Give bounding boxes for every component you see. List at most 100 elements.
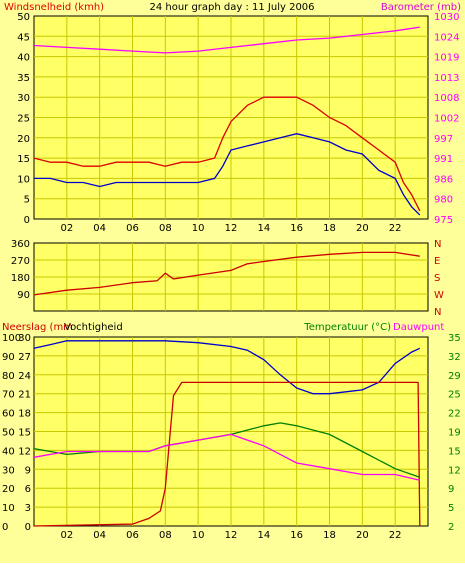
x-tick-label: 18	[323, 223, 336, 234]
y-right-tick-label: 2	[448, 522, 454, 533]
rain-tick-label: 30	[2, 465, 15, 476]
rain-x-ticks: 02 04 06 08 10 12 14 16 18 20 22	[60, 530, 401, 541]
barometer-right-ticks: 975 980 986 991 997 1002 1008 1013 1019 1024 1030	[434, 12, 459, 226]
humidity-tick-label: 15	[18, 428, 31, 439]
direction-series-layer	[33, 251, 420, 296]
rain-tick-label: 80	[2, 371, 15, 382]
x-tick-label: 04	[93, 530, 106, 541]
x-tick-label: 12	[225, 530, 238, 541]
wind-gust-line	[33, 96, 421, 212]
y-tick-label: 90	[17, 290, 30, 301]
dewpoint-axis-title: Dauwpunt	[393, 322, 444, 333]
rain-tick-label: 90	[2, 352, 15, 363]
humidity-tick-label: 0	[25, 522, 31, 533]
y-right-tick-label: 997	[434, 134, 453, 145]
y-right-tick-label: 29	[448, 371, 461, 382]
x-tick-label: 22	[389, 223, 402, 234]
x-tick-label: 16	[290, 530, 303, 541]
x-tick-label: 20	[356, 223, 369, 234]
y-tick-label: 180	[11, 273, 30, 284]
x-tick-label: 02	[60, 530, 73, 541]
humidity-tick-label: 18	[18, 409, 31, 420]
rain-tick-label: 10	[2, 503, 15, 514]
rain-tick-label: 40	[2, 446, 15, 457]
rain-tick-label: 20	[2, 484, 15, 495]
y-tick-label: 5	[24, 195, 30, 206]
wind-series-layer	[33, 26, 421, 216]
y-tick-label: 10	[17, 174, 30, 185]
y-right-tick-label: 986	[434, 174, 453, 185]
y-tick-label: 30	[17, 93, 30, 104]
rain-tick-label: 60	[2, 409, 15, 420]
y-tick-label: 360	[11, 239, 30, 250]
rain-tick-label: 100	[2, 333, 21, 344]
humidity-axis-title: Vochtigheid	[64, 322, 123, 333]
humidity-tick-label: 3	[25, 503, 31, 514]
x-tick-label: 14	[257, 223, 270, 234]
dewpoint-line	[33, 433, 420, 481]
y-right-tick-label: 35	[448, 333, 461, 344]
y-right-tick-label: 1019	[434, 53, 459, 64]
temperature-axis-title: Temperatuur (°C)	[303, 322, 391, 333]
y-right-tick-label: 991	[434, 154, 453, 165]
humidity-tick-label: 21	[18, 390, 31, 401]
y-tick-label: 35	[17, 73, 30, 84]
y-right-tick-label: 1024	[434, 32, 459, 43]
x-tick-label: 20	[356, 530, 369, 541]
y-right-tick-label: S	[434, 273, 440, 284]
y-right-tick-label: E	[434, 256, 440, 267]
rain-series-layer	[33, 340, 421, 527]
x-tick-label: 02	[60, 223, 73, 234]
y-right-tick-label: 9	[448, 484, 454, 495]
x-tick-label: 22	[389, 530, 402, 541]
x-tick-label: 08	[159, 530, 172, 541]
y-right-tick-label: 975	[434, 215, 453, 226]
wind-grid	[34, 16, 428, 219]
y-tick-label: 50	[17, 12, 30, 23]
y-right-tick-label: 1002	[434, 114, 459, 125]
y-right-tick-label: 15	[448, 446, 461, 457]
y-tick-label: 0	[24, 215, 30, 226]
humidity-tick-label: 30	[18, 333, 31, 344]
humidity-tick-label: 24	[18, 371, 31, 382]
humidity-tick-label: 6	[25, 484, 31, 495]
x-tick-label: 16	[290, 223, 303, 234]
rain-tick-label: 70	[2, 390, 15, 401]
rain-axis-title: Neerslag (mm	[2, 322, 73, 333]
y-tick-label: 45	[17, 32, 30, 43]
x-tick-label: 12	[225, 223, 238, 234]
wind-left-ticks: 0 5 10 15 20 25 30 35 40 45 50	[17, 12, 30, 226]
y-right-tick-label: 32	[448, 352, 461, 363]
x-tick-label: 14	[257, 530, 270, 541]
humidity-tick-label: 27	[18, 352, 31, 363]
x-tick-label: 10	[192, 530, 205, 541]
x-tick-label: 04	[93, 223, 106, 234]
wind-axis-title: Windsnelheid (kmh)	[4, 2, 104, 13]
y-right-tick-label: 25	[448, 390, 461, 401]
humidity-tick-label: 12	[18, 446, 31, 457]
x-tick-label: 06	[126, 530, 139, 541]
x-tick-label: 10	[192, 223, 205, 234]
rain-tick-label: 50	[2, 428, 15, 439]
y-tick-label: 25	[17, 114, 30, 125]
y-right-tick-label: 12	[448, 465, 461, 476]
y-right-tick-label: 1013	[434, 73, 459, 84]
y-tick-label: 270	[11, 256, 30, 267]
x-tick-label: 18	[323, 530, 336, 541]
direction-left-ticks: 90 180 270 360	[11, 239, 30, 301]
x-tick-label: 08	[159, 223, 172, 234]
wind-direction-line	[33, 251, 420, 296]
y-right-tick-label: 1008	[434, 93, 459, 104]
direction-grid	[34, 243, 428, 311]
y-right-tick-label: 22	[448, 409, 461, 420]
humidity-line	[33, 340, 421, 395]
y-tick-label: 20	[17, 134, 30, 145]
y-tick-label: 40	[17, 53, 30, 64]
y-tick-label: 15	[17, 154, 30, 165]
rain-tick-label: 0	[2, 522, 8, 533]
